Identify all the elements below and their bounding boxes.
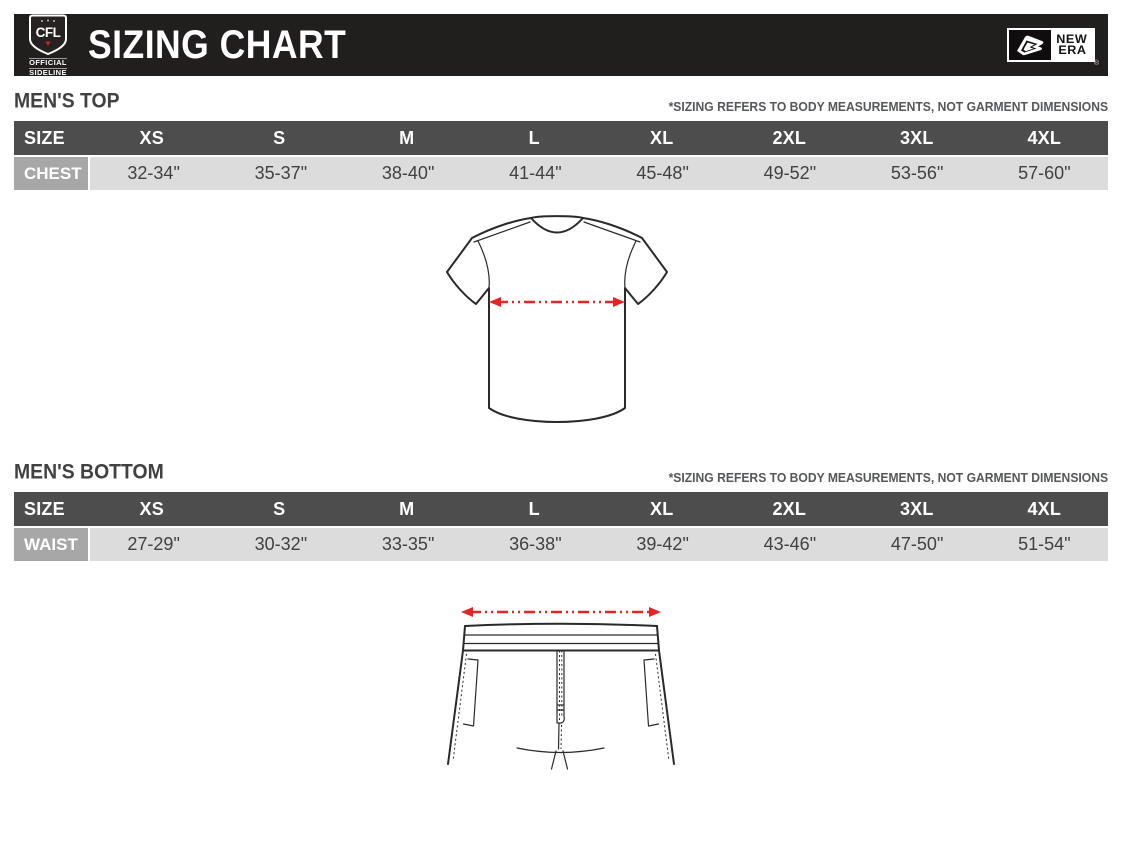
cfl-logo-subtext: OFFICIAL SIDELINE [29,57,67,78]
tshirt-figure [14,205,1108,437]
size-cell-4xl: 4XL [1027,127,1062,148]
size-cell-m: M [399,498,415,519]
size-cell-l: L [528,127,540,148]
mens-top-size-table: SIZE XS S M L XL 2XL 3XL 4XL CHEST 32-34… [14,121,1108,190]
size-cell-xl: XL [650,498,674,519]
mens-top-section-header: MEN'S TOP *SIZING REFERS TO BODY MEASURE… [14,89,1108,114]
cfl-official-label: OFFICIAL [29,57,67,67]
tshirt-diagram-icon [446,215,668,423]
size-cell-l: L [528,498,540,519]
chest-value-m: 38-40" [344,157,472,190]
new-era-wordmark: NEW ERA [1051,30,1093,60]
cfl-official-sideline-logo: CFL OFFICIAL SIDELINE [24,13,72,78]
new-era-word-era: ERA [1057,43,1087,57]
size-row-label: SIZE [24,498,65,519]
waist-value-4xl: 51-54" [980,528,1108,561]
mens-bottom-section-header: MEN'S BOTTOM *SIZING REFERS TO BODY MEAS… [14,460,1108,485]
cfl-shield-icon: CFL [29,14,67,55]
chest-row-label: CHEST [14,157,88,190]
chest-value-4xl: 57-60" [980,157,1108,190]
svg-text:CFL: CFL [36,25,61,40]
new-era-flag-box [1009,30,1051,60]
chest-row: CHEST 32-34" 35-37" 38-40" 41-44" 45-48"… [14,157,1108,190]
waist-value-m: 33-35" [344,528,472,561]
size-cell-xl: XL [650,127,674,148]
waist-value-s: 30-32" [217,528,345,561]
size-cell-s: S [273,127,286,148]
waist-row: WAIST 27-29" 30-32" 33-35" 36-38" 39-42"… [14,528,1108,561]
page-title: SIZING CHART [88,22,347,67]
chest-value-s: 35-37" [217,157,345,190]
registered-trademark-symbol: ® [1093,60,1099,67]
new-era-flag-icon [1017,35,1044,56]
chest-value-2xl: 49-52" [726,157,854,190]
size-cell-2xl: 2XL [772,498,807,519]
mens-bottom-title: MEN'S BOTTOM [14,460,164,484]
waist-value-3xl: 47-50" [853,528,981,561]
size-cell-2xl: 2XL [772,127,807,148]
size-cell-m: M [399,127,415,148]
header-bar: CFL OFFICIAL SIDELINE SIZING CHART NEW E… [14,13,1108,78]
shorts-figure [14,597,1108,787]
waist-value-2xl: 43-46" [726,528,854,561]
waist-row-label: WAIST [14,528,88,561]
size-row-label: SIZE [24,127,65,148]
chest-value-l: 41-44" [471,157,599,190]
waist-value-xl: 39-42" [599,528,727,561]
size-row: SIZE XS S M L XL 2XL 3XL 4XL [14,121,1108,155]
waist-value-l: 36-38" [471,528,599,561]
size-cell-xs: XS [139,498,164,519]
mens-bottom-size-table: SIZE XS S M L XL 2XL 3XL 4XL WAIST 27-29… [14,492,1108,561]
cfl-sideline-label: SIDELINE [29,67,67,77]
mens-top-title: MEN'S TOP [14,89,120,113]
sizing-note-bottom: *SIZING REFERS TO BODY MEASUREMENTS, NOT… [668,470,1108,485]
chest-value-xs: 32-34" [90,157,218,190]
size-cell-4xl: 4XL [1027,498,1062,519]
size-cell-3xl: 3XL [899,127,934,148]
shorts-diagram-icon [447,607,675,770]
size-row: SIZE XS S M L XL 2XL 3XL 4XL [14,492,1108,526]
sizing-note-top: *SIZING REFERS TO BODY MEASUREMENTS, NOT… [668,99,1108,114]
chest-value-xl: 45-48" [599,157,727,190]
chest-value-3xl: 53-56" [853,157,981,190]
new-era-word-new: NEW [1056,32,1088,46]
size-cell-xs: XS [139,127,164,148]
new-era-logo: NEW ERA ® [1007,28,1099,67]
size-cell-s: S [273,498,286,519]
sizing-chart-page: CFL OFFICIAL SIDELINE SIZING CHART NEW E… [14,13,1108,787]
waist-value-xs: 27-29" [90,528,218,561]
size-cell-3xl: 3XL [899,498,934,519]
